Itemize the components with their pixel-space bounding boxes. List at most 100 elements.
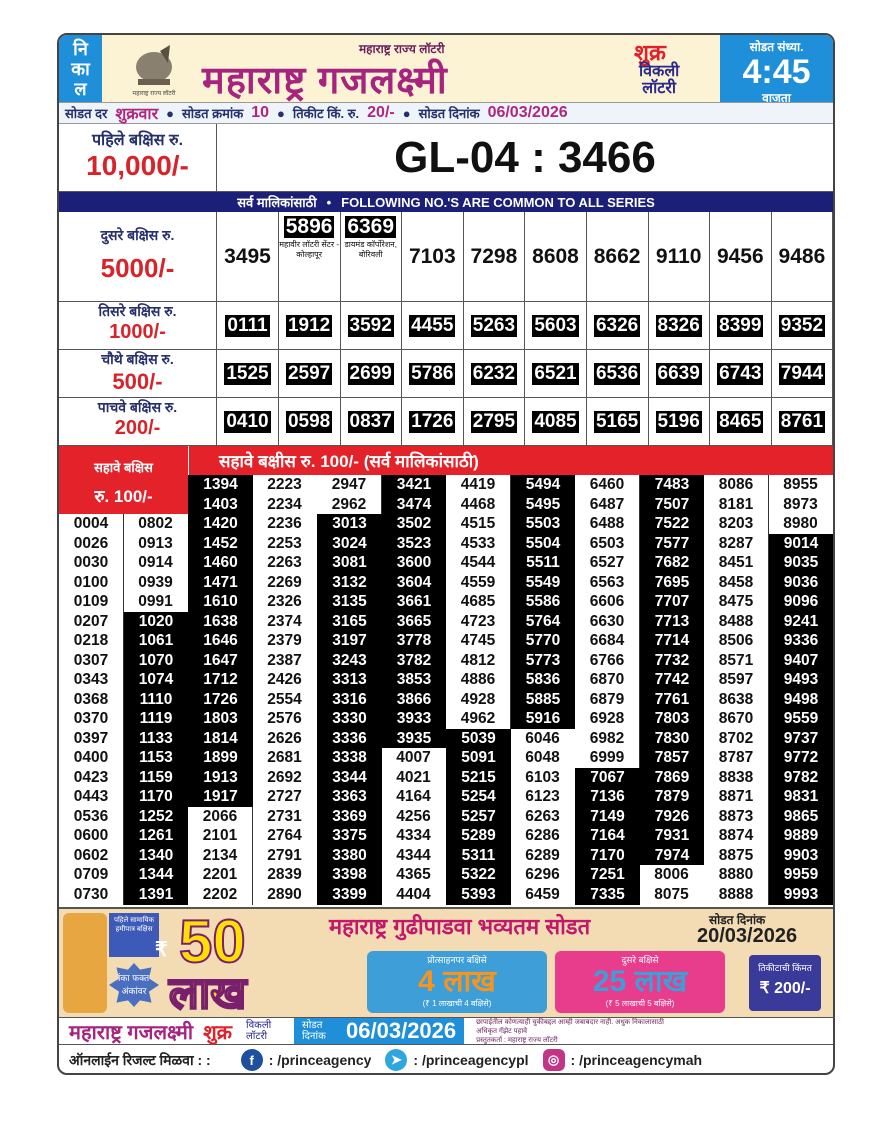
sixth-prize-number: 1726 bbox=[188, 689, 253, 710]
facebook-link[interactable]: f: /princeagency bbox=[240, 1049, 371, 1071]
sixth-prize-number: 1460 bbox=[188, 553, 253, 573]
sixth-prize-number: 3369 bbox=[317, 806, 382, 827]
prize-number: 6232 bbox=[470, 362, 518, 385]
second-prize-cell: 8662 bbox=[586, 212, 649, 302]
sixth-prize-number: 9889 bbox=[768, 826, 833, 846]
sixth-prize-number: 3338 bbox=[317, 748, 382, 768]
sixth-prize-number: 9865 bbox=[768, 806, 833, 827]
sixth-prize-number: 7682 bbox=[639, 553, 705, 573]
sixth-prize-number: 1153 bbox=[123, 748, 189, 768]
sixth-prize-number: 7136 bbox=[575, 787, 640, 807]
sixth-prize-number: 6766 bbox=[575, 650, 640, 671]
sixth-prize-number: 3866 bbox=[381, 689, 447, 710]
first-prize-number: GL-04 : 3466 bbox=[217, 124, 833, 192]
sixth-prize-number: 6289 bbox=[510, 845, 576, 866]
sixth-prize-number: 1471 bbox=[188, 572, 253, 593]
sixth-prize-number: 1159 bbox=[123, 767, 189, 788]
prize-number: 6536 bbox=[593, 362, 641, 385]
second-prize-cell: 9486 bbox=[771, 212, 833, 302]
sixth-prize-number: 1803 bbox=[188, 709, 253, 729]
sixth-prize-number: 8181 bbox=[704, 494, 769, 515]
fourth-prize-cell: 5786 bbox=[401, 350, 464, 398]
sixth-prize-number: 6103 bbox=[510, 767, 576, 788]
third-prize-cell: 1912 bbox=[278, 302, 341, 350]
sixth-prize-number: 5503 bbox=[510, 514, 576, 534]
sixth-prize-number: 5770 bbox=[510, 631, 576, 651]
sixth-prize-number: 1110 bbox=[123, 689, 189, 710]
prize-number: 7103 bbox=[408, 244, 456, 268]
sixth-prize-number: 9737 bbox=[768, 728, 833, 749]
second-prize-cell: 5896 महावीर लॉटरी सेंटर - कोल्हापूर bbox=[278, 212, 341, 302]
sixth-prize-number: 7857 bbox=[639, 748, 705, 768]
rupee-icon: ₹ bbox=[155, 939, 168, 961]
sixth-prize-number: 8086 bbox=[704, 475, 769, 495]
draw-day-label: सोडत दर bbox=[65, 106, 108, 121]
sixth-prize-number: 9493 bbox=[768, 670, 833, 690]
fourth-prize-cell: 1525 bbox=[217, 350, 279, 398]
sixth-prize-number: 2253 bbox=[252, 533, 318, 554]
sixth-prize-number: 3665 bbox=[381, 611, 447, 632]
sixth-prize-number: 3604 bbox=[381, 572, 447, 593]
prize-number: 0111 bbox=[225, 314, 270, 337]
sixth-prize-number: 1638 bbox=[188, 611, 253, 632]
sixth-prize-number: 1452 bbox=[188, 533, 253, 554]
fifth-prize-cell: 5165 bbox=[586, 398, 649, 446]
third-prize-cell: 3592 bbox=[340, 302, 403, 350]
sixth-prize-number: 5393 bbox=[446, 884, 511, 905]
prize-number: 1912 bbox=[285, 314, 333, 337]
sixth-prize-number: 9903 bbox=[768, 845, 833, 866]
fourth-prize-cell: 6521 bbox=[525, 350, 587, 398]
sixth-prize-number: 7149 bbox=[575, 806, 640, 827]
prize-number: 6326 bbox=[593, 314, 641, 337]
sixth-prize-number: 3013 bbox=[317, 514, 382, 534]
sixth-prize-number: 7522 bbox=[639, 514, 705, 534]
sixth-prize-number: 3135 bbox=[317, 592, 382, 612]
sixth-prize-number: 0397 bbox=[59, 728, 124, 749]
prize-number: 5165 bbox=[593, 410, 641, 433]
sixth-prize-number: 3165 bbox=[317, 611, 382, 632]
second-promo-note: (₹ 5 लाखाची 5 बक्षिसे) bbox=[605, 999, 675, 1008]
sixth-prize-number: 1917 bbox=[188, 787, 253, 807]
sixth-prize-number: 7869 bbox=[639, 767, 705, 788]
sixth-prize-number: 0991 bbox=[123, 592, 189, 612]
sixth-prize-number: 3024 bbox=[317, 533, 382, 554]
sixth-prize-number: 9036 bbox=[768, 572, 833, 593]
sixth-prize-number: 1814 bbox=[188, 728, 253, 749]
fifth-prize-amount: 200/- bbox=[114, 417, 161, 439]
sixth-prize-number: 2554 bbox=[252, 689, 318, 710]
footer: ऑनलाईन रिजल्ट मिळवा : : f: /princeagency… bbox=[59, 1045, 833, 1073]
prize-number: 1525 bbox=[224, 362, 271, 385]
sixth-prize-number: 0368 bbox=[59, 689, 124, 710]
sixth-prize-number: 5039 bbox=[446, 728, 511, 749]
sixth-prize-number: 6684 bbox=[575, 631, 640, 651]
sixth-prize-number: 3375 bbox=[317, 826, 382, 846]
sixth-prize-number: 2379 bbox=[252, 631, 318, 651]
lottery-type: विकली लॉटरी bbox=[639, 63, 679, 97]
third-prize-cell: 5263 bbox=[463, 302, 526, 350]
sixth-prize-number: 5322 bbox=[446, 865, 511, 885]
common-bar-right: FOLLOWING NO.'S ARE COMMON TO ALL SERIES bbox=[341, 194, 655, 210]
sixth-prize-number: 1119 bbox=[123, 709, 189, 729]
sixth-prize-number: 7164 bbox=[575, 826, 640, 846]
sixth-prize-number: 2764 bbox=[252, 826, 318, 846]
fifth-prize-cell: 4085 bbox=[525, 398, 587, 446]
sixth-prize-number: 5549 bbox=[510, 572, 576, 593]
sixth-prize-number: 8980 bbox=[768, 514, 833, 534]
sixth-prize-number: 1394 bbox=[188, 475, 253, 495]
fifth-prize-cell: 0598 bbox=[278, 398, 341, 446]
prize-number: 4085 bbox=[532, 410, 579, 433]
instagram-link[interactable]: ◎: /princeagencymah bbox=[542, 1049, 702, 1071]
second-prize-cell: 7103 bbox=[401, 212, 464, 302]
sixth-prize-number: 2681 bbox=[252, 748, 318, 768]
telegram-handle: : /princeagencypl bbox=[413, 1052, 529, 1068]
sixth-prize-number: 1647 bbox=[188, 650, 253, 671]
telegram-link[interactable]: ➤: /princeagencypl bbox=[385, 1049, 529, 1071]
sixth-prize-number: 7483 bbox=[639, 475, 705, 495]
type-line2: लॉटरी bbox=[642, 80, 677, 97]
sixth-prize-number: 0109 bbox=[59, 592, 124, 612]
instagram-icon: ◎ bbox=[542, 1049, 565, 1071]
sixth-prize-number: 5254 bbox=[446, 787, 511, 807]
sixth-prize-number: 3132 bbox=[317, 572, 382, 593]
sixth-prize-number: 0914 bbox=[123, 553, 189, 573]
online-result-label: ऑनलाईन रिजल्ट मिळवा : : bbox=[69, 1051, 211, 1068]
